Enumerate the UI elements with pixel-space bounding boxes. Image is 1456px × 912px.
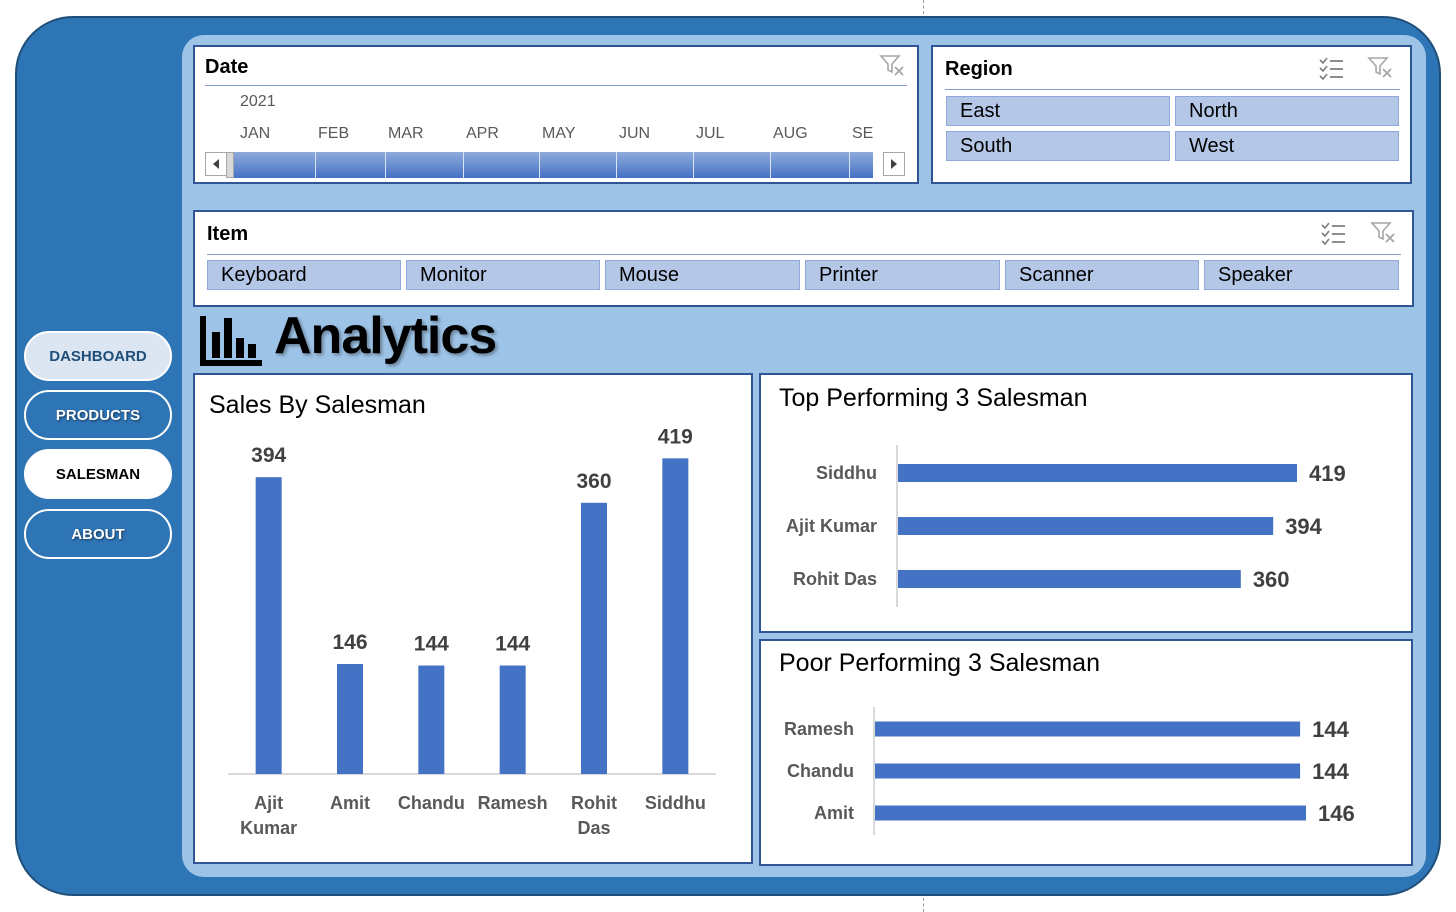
data-label: 419: [1309, 461, 1346, 486]
top-chart-title: Top Performing 3 Salesman: [779, 384, 1088, 412]
item-chip-speaker[interactable]: Speaker: [1204, 260, 1399, 290]
category-label: Siddhu: [816, 463, 877, 483]
data-label: 144: [1312, 717, 1349, 742]
region-slicer-divider: [945, 89, 1400, 90]
multi-select-icon[interactable]: [1320, 220, 1348, 246]
category-label: Amit: [814, 803, 854, 823]
timeline-handle[interactable]: [226, 152, 234, 178]
item-chip-keyboard[interactable]: Keyboard: [207, 260, 401, 290]
bar: [875, 763, 1301, 779]
region-chip-west[interactable]: West: [1175, 131, 1399, 161]
timeline-year: 2021: [240, 93, 276, 110]
category-label: Ramesh: [478, 793, 548, 813]
bar: [898, 570, 1241, 588]
data-label: 394: [1285, 514, 1322, 539]
item-chip-scanner[interactable]: Scanner: [1005, 260, 1199, 290]
bar: [875, 721, 1301, 737]
multi-select-icon[interactable]: [1318, 55, 1346, 81]
scroll-right-button[interactable]: [883, 152, 905, 176]
data-label: 360: [1253, 567, 1290, 592]
guide-line-bottom: [923, 898, 924, 912]
timeline-month[interactable]: JAN: [240, 125, 271, 142]
data-label: 144: [1312, 759, 1349, 784]
data-label: 144: [495, 633, 530, 656]
category-label: Amit: [330, 793, 370, 813]
sales-chart-title: Sales By Salesman: [209, 391, 426, 419]
data-label: 394: [251, 444, 286, 467]
bar: [499, 665, 526, 774]
chevron-left-icon: [213, 159, 219, 169]
bar: [418, 665, 445, 774]
category-label: Ramesh: [784, 719, 854, 739]
nav-salesman-button[interactable]: SALESMAN: [24, 449, 172, 499]
bar: [662, 458, 689, 774]
category-label: Ajit Kumar: [240, 793, 297, 838]
category-label: Ajit Kumar: [786, 516, 877, 536]
chevron-right-icon: [891, 159, 897, 169]
data-label: 146: [1318, 801, 1355, 826]
timeline-month[interactable]: MAR: [388, 125, 424, 142]
timeline-month[interactable]: JUL: [696, 125, 725, 142]
clear-filter-icon[interactable]: [1367, 55, 1395, 81]
region-slicer: Region East North South West: [931, 45, 1412, 184]
poor-chart-title: Poor Performing 3 Salesman: [779, 649, 1100, 677]
timeline-month[interactable]: APR: [466, 125, 499, 142]
region-chip-north[interactable]: North: [1175, 96, 1399, 126]
data-label: 146: [332, 631, 367, 654]
nav-products-button[interactable]: PRODUCTS: [24, 390, 172, 440]
region-chip-east[interactable]: East: [946, 96, 1170, 126]
item-slicer: Item Keyboard Monitor Mouse Printer Scan…: [193, 210, 1414, 307]
bar: [581, 502, 607, 774]
scroll-left-button[interactable]: [205, 152, 227, 176]
category-label: Siddhu: [645, 793, 706, 813]
item-chip-printer[interactable]: Printer: [805, 260, 1000, 290]
timeline-month[interactable]: JUN: [619, 125, 651, 142]
item-chip-mouse[interactable]: Mouse: [605, 260, 800, 290]
region-chip-south[interactable]: South: [946, 131, 1170, 161]
item-chip-monitor[interactable]: Monitor: [406, 260, 600, 290]
top-performing-chart: Top Performing 3 Salesman Siddhu 419 Ajit …: [759, 373, 1413, 633]
date-slicer-title: Date: [205, 56, 249, 78]
timeline-month[interactable]: AUG: [773, 125, 808, 142]
data-label: 360: [576, 470, 611, 493]
clear-filter-icon[interactable]: [879, 53, 907, 79]
nav-about-button[interactable]: ABOUT: [24, 509, 172, 559]
data-label: 144: [414, 633, 449, 656]
nav-dashboard-button[interactable]: DASHBOARD: [24, 331, 172, 381]
bar: [875, 805, 1306, 821]
timeline-bar[interactable]: [229, 152, 873, 178]
data-label: 419: [658, 425, 693, 448]
bar: [898, 517, 1274, 535]
bar-chart-icon: [200, 316, 262, 366]
region-slicer-title: Region: [945, 58, 1013, 80]
page-title: Analytics: [274, 307, 497, 365]
bar: [255, 477, 282, 774]
bar: [337, 664, 363, 774]
clear-filter-icon[interactable]: [1370, 220, 1398, 246]
item-slicer-title: Item: [207, 223, 249, 245]
timeline-month[interactable]: MAY: [542, 125, 576, 142]
guide-line-top: [923, 0, 924, 14]
timeline-month[interactable]: SE: [852, 125, 874, 142]
timeline-month[interactable]: FEB: [318, 125, 350, 142]
category-label: Chandu: [787, 761, 854, 781]
category-label: Chandu: [398, 793, 465, 813]
category-label: Rohit Das: [571, 793, 617, 838]
item-slicer-divider: [207, 254, 1401, 255]
bar: [898, 464, 1297, 482]
category-label: Rohit Das: [793, 569, 877, 589]
sales-by-salesman-chart: Sales By Salesman 394 Ajit Kumar 146 Amit 144…: [193, 373, 753, 864]
date-timeline-slicer: Date 2021 JAN FEB MAR APR MAY JUN JUL AU…: [193, 45, 919, 184]
poor-performing-chart: Poor Performing 3 Salesman Ramesh 144 Chan…: [759, 639, 1413, 866]
date-slicer-divider: [205, 85, 907, 86]
